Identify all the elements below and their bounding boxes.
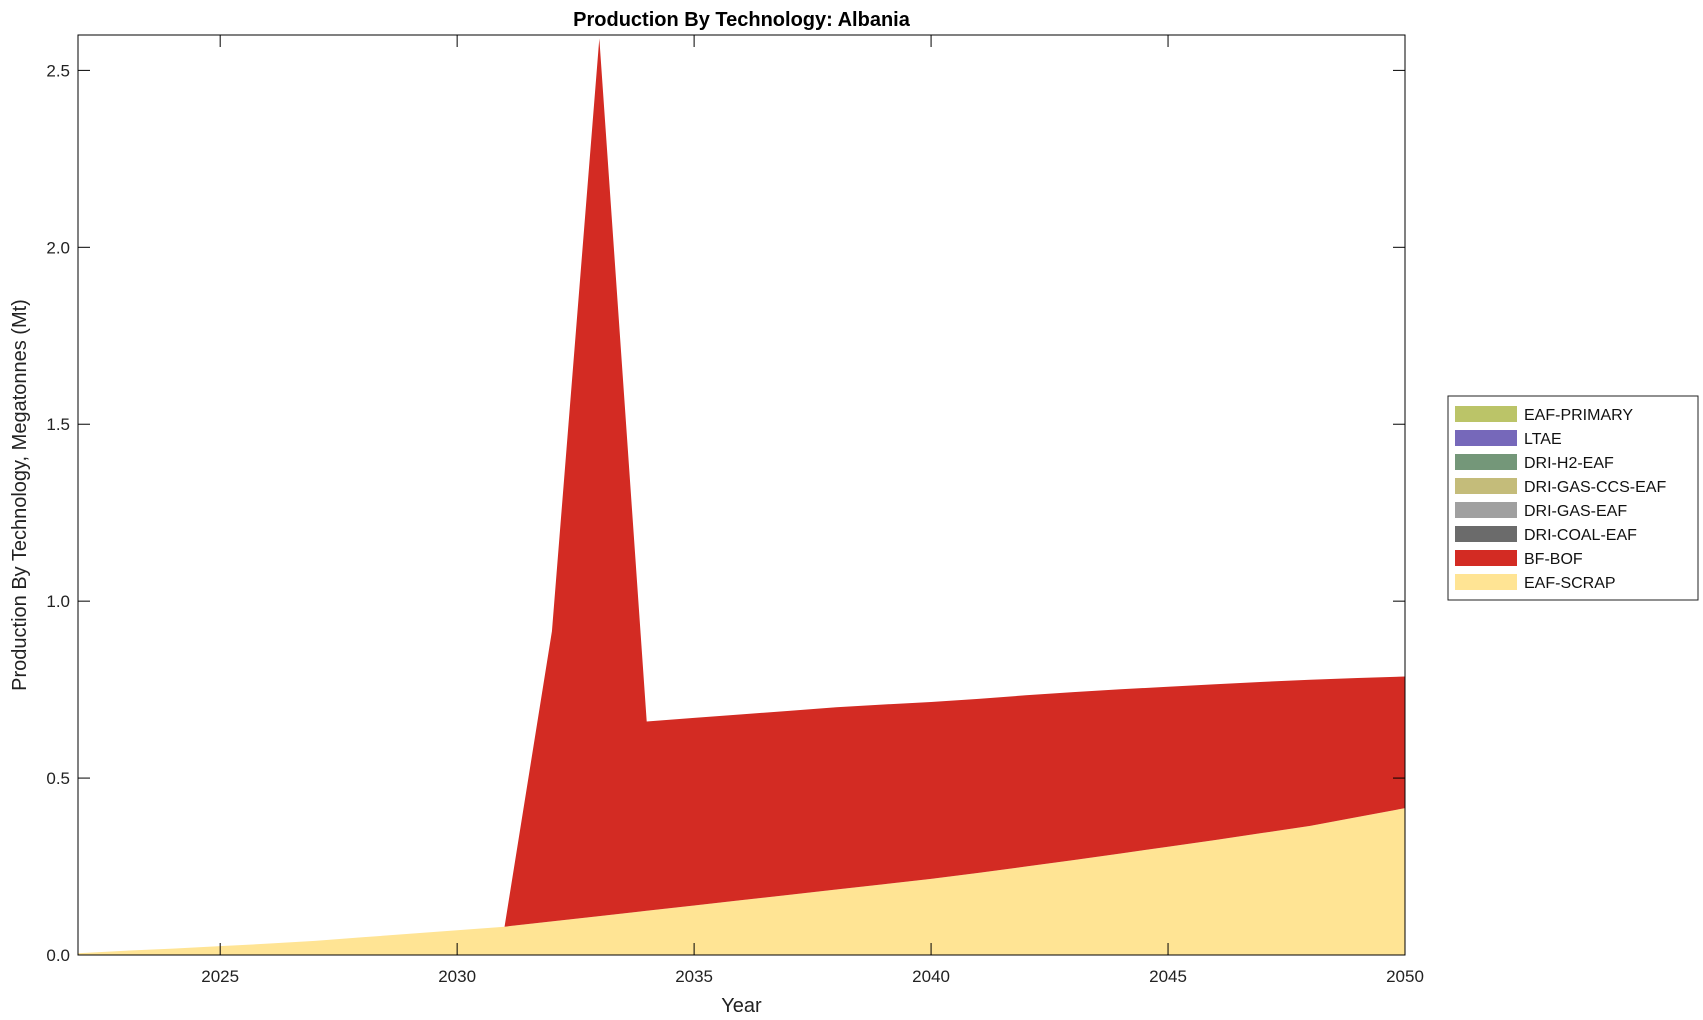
y-axis-title: Production By Technology, Megatonnes (Mt… xyxy=(9,299,31,691)
legend-swatch-eaf-primary xyxy=(1455,406,1517,422)
y-tick-label: 1.5 xyxy=(46,415,70,434)
x-tick-label: 2035 xyxy=(675,967,713,986)
legend-swatch-dri-h2-eaf xyxy=(1455,454,1517,470)
x-tick-label: 2025 xyxy=(201,967,239,986)
plot-frame xyxy=(77,34,1406,956)
x-tick-label: 2045 xyxy=(1149,967,1187,986)
legend-label-dri-coal-eaf: DRI-COAL-EAF xyxy=(1524,527,1637,544)
x-tick-label: 2040 xyxy=(912,967,950,986)
legend-label-bf-bof: BF-BOF xyxy=(1524,551,1583,568)
chart-title: Production By Technology: Albania xyxy=(573,9,911,31)
legend-swatch-eaf-scrap xyxy=(1455,574,1517,590)
x-tick-label: 2030 xyxy=(438,967,476,986)
x-axis: 2025 2030 2035 2040 2045 2050 xyxy=(201,35,1424,986)
legend-label-dri-gas-ccs-eaf: DRI-GAS-CCS-EAF xyxy=(1524,479,1666,496)
y-tick-label: 1.0 xyxy=(46,592,70,611)
area-eaf-scrap xyxy=(78,808,1405,955)
x-axis-title: Year xyxy=(721,995,762,1017)
x-tick-label: 2050 xyxy=(1386,967,1424,986)
y-axis: 0.0 0.5 1.0 1.5 2.0 2.5 xyxy=(46,61,1405,965)
legend-swatch-dri-gas-eaf xyxy=(1455,502,1517,518)
legend-swatch-ltae xyxy=(1455,430,1517,446)
legend-swatch-dri-gas-ccs-eaf xyxy=(1455,478,1517,494)
legend-label-dri-gas-eaf: DRI-GAS-EAF xyxy=(1524,503,1627,520)
area-layer xyxy=(78,38,1405,955)
legend-swatch-dri-coal-eaf xyxy=(1455,526,1517,542)
y-tick-label: 2.0 xyxy=(46,238,70,257)
legend-label-ltae: LTAE xyxy=(1524,431,1562,448)
legend-label-eaf-primary: EAF-PRIMARY xyxy=(1524,407,1633,424)
legend-swatch-bf-bof xyxy=(1455,550,1517,566)
legend-label-dri-h2-eaf: DRI-H2-EAF xyxy=(1524,455,1614,472)
y-tick-label: 2.5 xyxy=(46,61,70,80)
y-tick-label: 0.5 xyxy=(46,769,70,788)
legend: EAF-PRIMARY LTAE DRI-H2-EAF DRI-GAS-CCS-EAF… xyxy=(1447,395,1699,601)
y-tick-label: 0.0 xyxy=(46,946,70,965)
legend-label-eaf-scrap: EAF-SCRAP xyxy=(1524,575,1616,592)
legend-box xyxy=(1447,395,1699,601)
area-bf-bof xyxy=(78,38,1405,954)
